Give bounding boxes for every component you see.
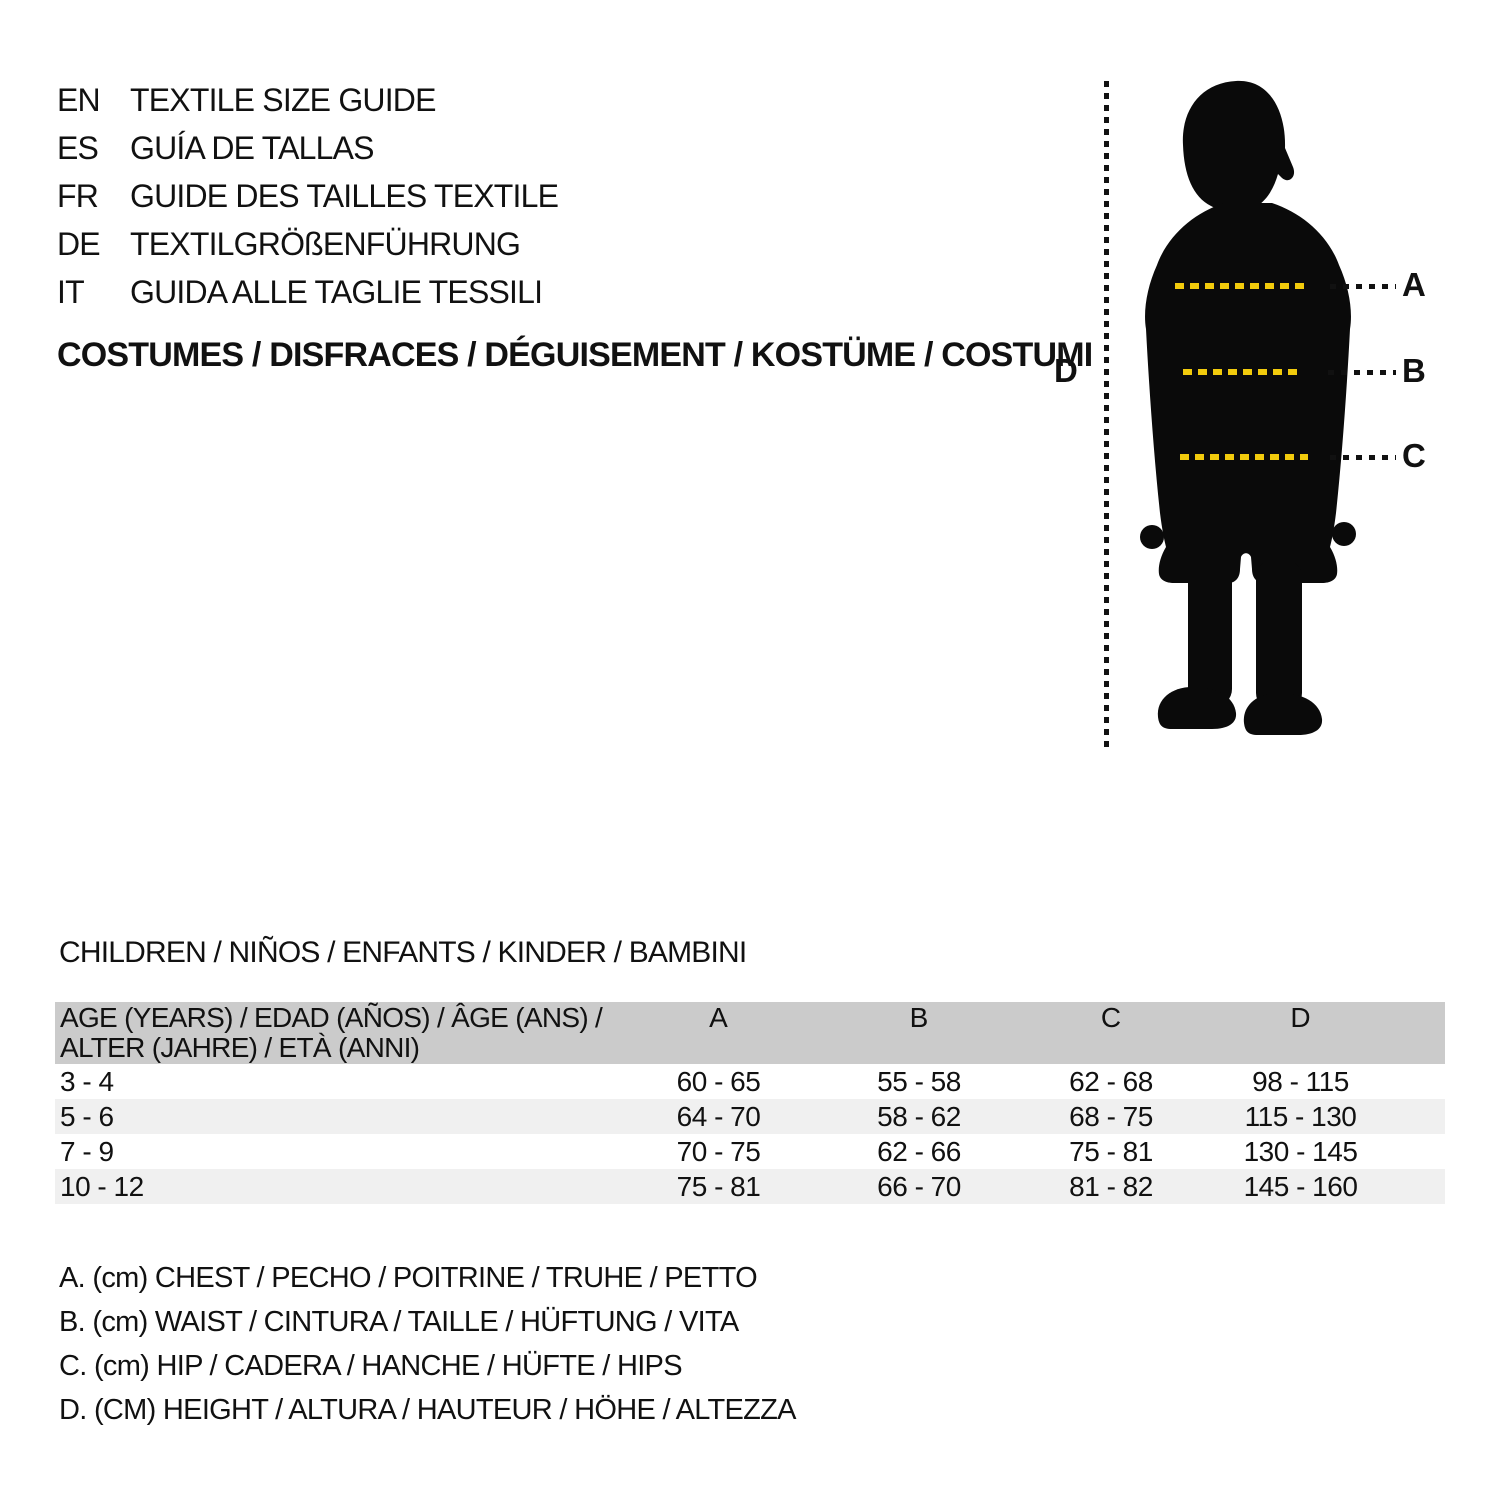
language-code: ES [57, 129, 99, 166]
language-code: FR [57, 177, 99, 214]
height-cell: 130 - 145 [1243, 1136, 1358, 1167]
column-header-c: C [1100, 1002, 1122, 1033]
measurement-figure: A B C D [1040, 75, 1490, 775]
table-row: 3 - 4 60 - 65 55 - 58 62 - 68 98 - 115 [55, 1064, 1445, 1099]
children-section-title: CHILDREN / NIÑOS / ENFANTS / KINDER / BA… [59, 936, 747, 969]
column-header-a: A [709, 1002, 728, 1033]
table-row: 5 - 6 64 - 70 58 - 62 68 - 75 115 - 130 [55, 1099, 1445, 1134]
chest-measure-line [1175, 283, 1307, 289]
age-cell: 5 - 6 [60, 1101, 114, 1132]
marker-d-label: D [1054, 352, 1078, 389]
language-row: EN TEXTILE SIZE GUIDE [57, 76, 558, 124]
age-header-line1: AGE (YEARS) / EDAD (AÑOS) / ÂGE (ANS) / [60, 1002, 603, 1033]
age-cell: 3 - 4 [60, 1066, 114, 1097]
table-row: 7 - 9 70 - 75 62 - 66 75 - 81 130 - 145 [55, 1134, 1445, 1169]
height-dashed-line [1104, 81, 1109, 751]
height-cell: 98 - 115 [1252, 1066, 1349, 1097]
legend-hip: C. (cm) HIP / CADERA / HANCHE / HÜFTE / … [59, 1350, 683, 1382]
measurement-legend: A. (cm) CHEST / PECHO / POITRINE / TRUHE… [59, 1256, 797, 1432]
height-cell: 115 - 130 [1244, 1101, 1357, 1132]
waist-cell: 55 - 58 [877, 1066, 961, 1097]
chest-cell: 60 - 65 [676, 1066, 761, 1097]
marker-c-label: C [1402, 437, 1426, 474]
column-header-b: B [909, 1002, 929, 1033]
waist-cell: 66 - 70 [877, 1171, 961, 1202]
guide-title: TEXTILE SIZE GUIDE [130, 81, 436, 118]
category-heading: COSTUMES / DISFRACES / DÉGUISEMENT / KOS… [57, 336, 1093, 374]
language-row: FR GUIDE DES TAILLES TEXTILE [57, 172, 559, 220]
language-row: IT GUIDA ALLE TAGLIE TESSILI [57, 268, 558, 316]
hip-cell: 81 - 82 [1069, 1171, 1153, 1202]
legend-chest: A. (cm) CHEST / PECHO / POITRINE / TRUHE… [59, 1262, 758, 1294]
height-cell: 145 - 160 [1243, 1171, 1358, 1202]
table-row: 10 - 12 75 - 81 66 - 70 81 - 82 145 - 16… [55, 1169, 1445, 1204]
child-silhouette-shape [1140, 80, 1356, 735]
age-cell: 10 - 12 [60, 1171, 144, 1202]
age-header-line2: ALTER (JAHRE) / ETÀ (ANNI) [60, 1032, 420, 1063]
guide-title: GUÍA DE TALLAS [130, 129, 375, 166]
waist-connector-dots [1328, 370, 1396, 375]
hip-cell: 75 - 81 [1069, 1136, 1153, 1167]
age-cell: 7 - 9 [60, 1136, 114, 1167]
guide-title: GUIDE DES TAILLES TEXTILE [130, 177, 559, 214]
size-table: AGE (YEARS) / EDAD (AÑOS) / ÂGE (ANS) / … [55, 1002, 1445, 1204]
waist-cell: 58 - 62 [877, 1101, 961, 1132]
waist-measure-line [1183, 369, 1303, 375]
language-title-list: EN TEXTILE SIZE GUIDE ES GUÍA DE TALLAS … [57, 76, 559, 316]
size-table-header: AGE (YEARS) / EDAD (AÑOS) / ÂGE (ANS) / … [55, 1002, 1445, 1064]
language-row: ES GUÍA DE TALLAS [57, 124, 558, 172]
language-code: IT [57, 273, 85, 310]
chest-connector-dots [1330, 284, 1396, 289]
column-header-d: D [1290, 1002, 1311, 1033]
marker-b-label: B [1402, 352, 1426, 389]
chest-cell: 64 - 70 [676, 1101, 761, 1132]
marker-a-label: A [1402, 266, 1426, 303]
chest-cell: 70 - 75 [676, 1136, 761, 1167]
hip-connector-dots [1330, 455, 1396, 460]
age-column-header: AGE (YEARS) / EDAD (AÑOS) / ÂGE (ANS) / … [55, 1003, 615, 1063]
language-row: DE TEXTILGRÖßENFÜHRUNG [57, 220, 558, 268]
chest-cell: 75 - 81 [676, 1171, 761, 1202]
legend-height: D. (CM) HEIGHT / ALTURA / HAUTEUR / HÖHE… [59, 1394, 797, 1426]
hip-cell: 68 - 75 [1069, 1101, 1153, 1132]
hip-measure-line [1180, 454, 1308, 460]
legend-waist: B. (cm) WAIST / CINTURA / TAILLE / HÜFTU… [59, 1306, 739, 1338]
waist-cell: 62 - 66 [877, 1136, 961, 1167]
guide-title: GUIDA ALLE TAGLIE TESSILI [130, 273, 543, 310]
hip-cell: 62 - 68 [1069, 1066, 1153, 1097]
language-code: EN [57, 81, 101, 118]
child-silhouette-icon [1140, 80, 1356, 735]
language-code: DE [57, 225, 101, 262]
guide-title: TEXTILGRÖßENFÜHRUNG [130, 225, 521, 262]
